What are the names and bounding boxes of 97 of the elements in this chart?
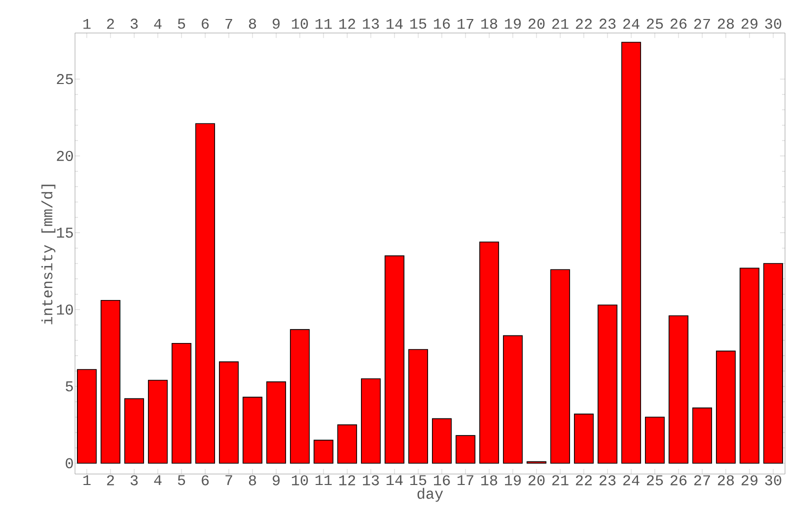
bar [456,435,476,464]
x-tick-label: 16 [434,475,450,486]
x-tick-label: 19 [504,475,521,486]
x-tick-label: 11 [316,475,332,486]
y-axis-title: intensity [mm/d] [41,184,56,324]
category-label: 24 [623,18,640,29]
x-tick-label: 9 [272,475,280,486]
x-tick-label: 3 [130,475,138,486]
category-label: 2 [107,18,114,29]
bar [195,123,216,464]
bar [502,335,523,464]
x-tick-label: 15 [410,475,426,486]
x-axis-title: day [418,488,443,502]
x-tick-label: 14 [386,475,403,486]
category-label: 20 [528,18,545,29]
bar [621,42,642,464]
x-tick-label: 4 [154,475,162,486]
bar [432,418,452,464]
bar [172,342,192,464]
bar [290,329,310,464]
bar [479,242,500,464]
bar [242,396,262,464]
x-tick-label: 7 [226,475,232,486]
x-tick-label: 18 [481,475,498,486]
bar [266,381,286,464]
bar [740,268,760,464]
category-label: 21 [552,18,568,29]
category-label: 30 [765,18,782,29]
x-tick-label: 24 [623,475,640,486]
category-label: 25 [646,18,663,29]
x-tick-label: 27 [694,475,710,486]
y-tick-label: 10 [56,304,73,315]
category-label: 13 [362,18,379,29]
bar [218,361,239,464]
category-label: 8 [248,18,256,29]
bar [408,349,428,464]
x-tick-label: 22 [576,475,592,486]
bar [668,315,688,464]
x-tick-label: 28 [718,475,734,486]
x-tick-label: 10 [292,475,308,486]
category-label: 9 [272,18,280,29]
bar [550,269,570,464]
y-tick-label: 5 [66,381,73,392]
category-label: 17 [458,18,474,29]
x-tick-label: 17 [458,475,474,486]
category-label: 3 [130,18,138,29]
y-tick-label: 20 [56,150,73,161]
bar [124,398,144,464]
category-label: 26 [670,18,687,29]
x-tick-label: 2 [107,475,114,486]
x-tick-label: 29 [742,475,758,486]
bar [148,380,168,464]
x-tick-label: 25 [646,475,663,486]
category-label: 5 [178,18,186,29]
bar [692,408,712,464]
category-label: 16 [434,18,450,29]
bar [763,263,784,464]
bar [76,369,97,464]
x-tick-label: 8 [248,475,256,486]
category-label: 15 [410,18,426,29]
category-label: 4 [154,18,162,29]
bar [644,416,665,464]
x-tick-label: 30 [765,475,782,486]
y-tick-label: 0 [66,458,73,468]
category-label: 27 [694,18,710,29]
category-label: 12 [339,18,356,29]
bar [384,255,404,464]
bar [100,300,120,464]
category-label: 18 [481,18,498,29]
category-label: 22 [576,18,592,29]
category-label: 11 [316,18,332,29]
y-tick-label: 25 [56,74,73,84]
x-tick-label: 5 [178,475,186,486]
category-label: 23 [600,18,616,29]
x-tick-label: 13 [362,475,379,486]
category-label: 7 [226,18,232,29]
x-tick-label: 21 [552,475,568,486]
category-label: 19 [504,18,521,29]
x-tick-label: 1 [83,475,91,486]
bar [360,378,381,464]
x-tick-label: 26 [670,475,687,486]
category-label: 10 [292,18,308,29]
bar [598,304,618,464]
bar [337,424,358,464]
x-tick-label: 23 [600,475,616,486]
category-label: 28 [718,18,734,29]
bar [574,414,594,464]
category-label: 1 [83,18,91,29]
bar [314,440,334,464]
category-label: 29 [742,18,758,29]
y-tick-label: 15 [56,228,73,238]
x-tick-label: 20 [528,475,545,486]
category-label: 14 [386,18,403,29]
bar [716,350,736,464]
x-tick-label: 12 [339,475,356,486]
x-tick-label: 6 [202,475,209,486]
category-label: 6 [202,18,209,29]
